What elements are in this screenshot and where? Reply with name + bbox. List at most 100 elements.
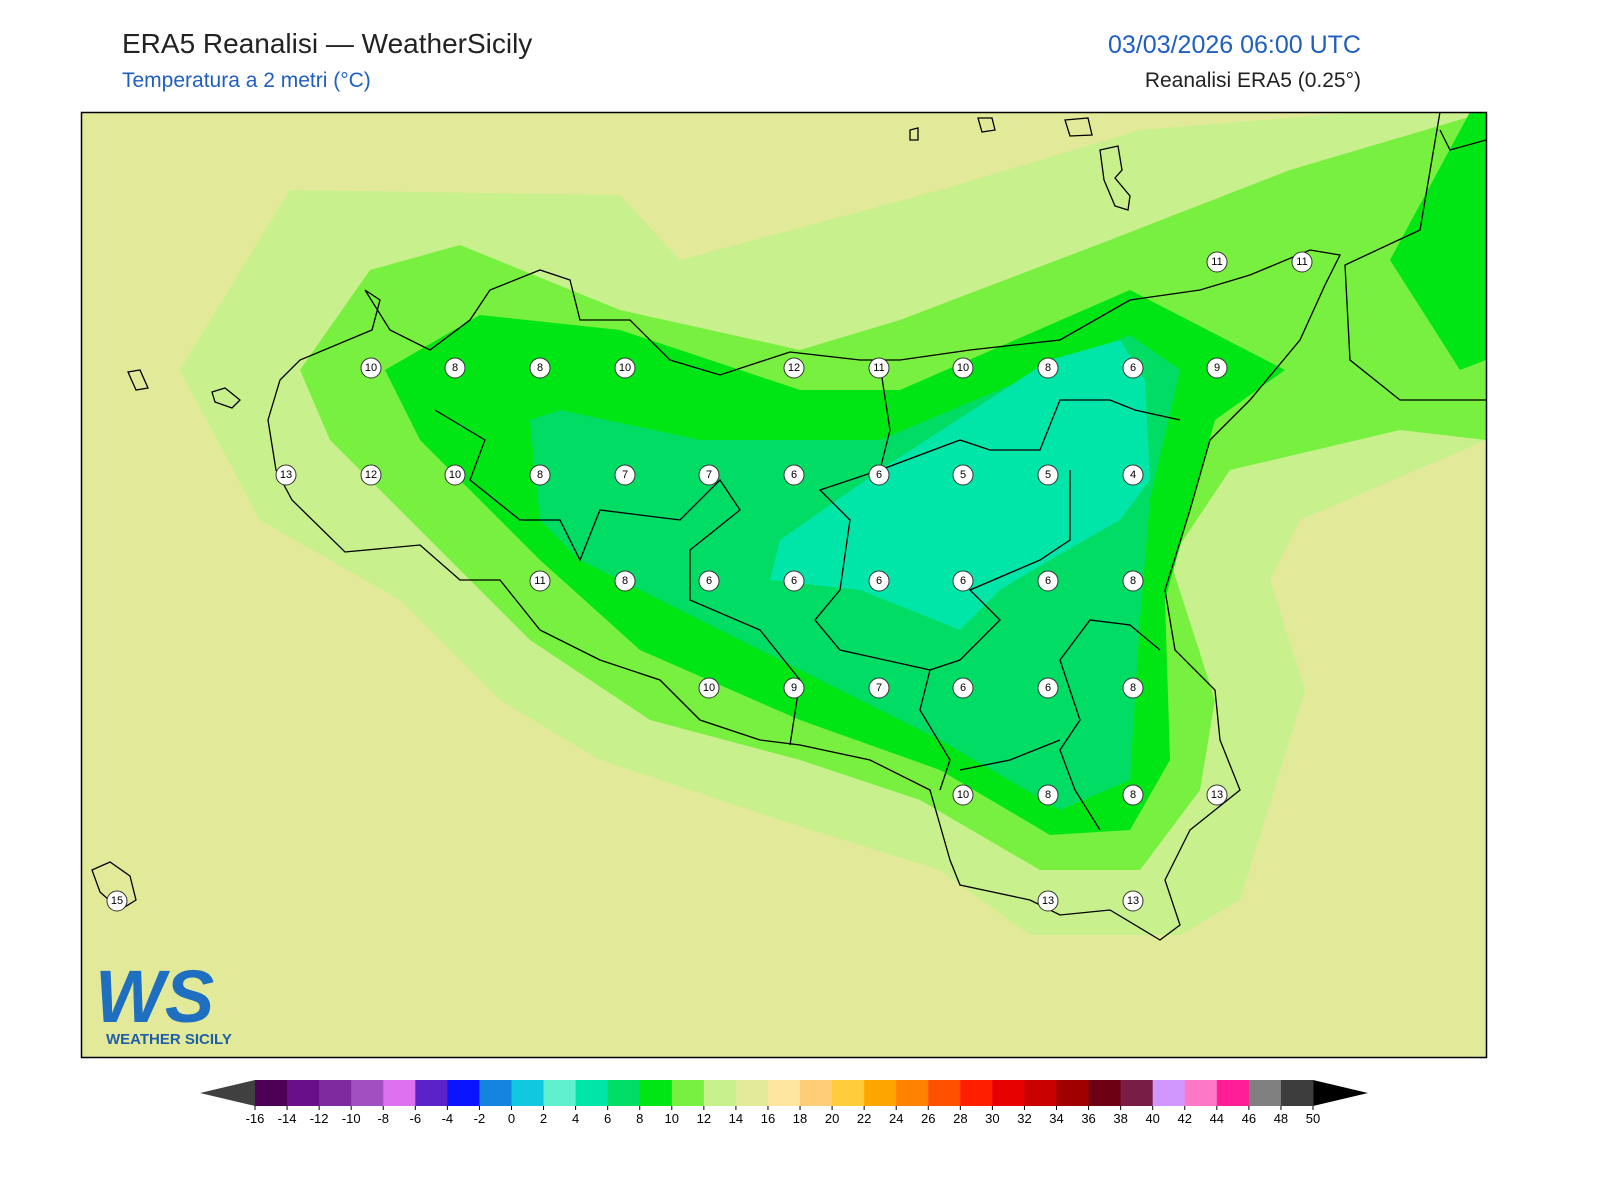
station-value: 5 <box>960 469 966 481</box>
coastline <box>91 861 137 911</box>
boundary <box>434 409 801 746</box>
station: 10 <box>360 357 382 379</box>
colorbar-tick-label: 14 <box>729 1111 743 1126</box>
station-value: 13 <box>280 469 292 481</box>
station-marker <box>1206 784 1228 806</box>
station-value: 6 <box>876 469 882 481</box>
colorbar-tick-label: 40 <box>1145 1111 1159 1126</box>
colorbar-bin <box>543 1080 577 1106</box>
station-value: 8 <box>537 362 543 374</box>
station-value: 11 <box>1296 256 1307 268</box>
colorbar-bin <box>639 1080 673 1106</box>
colorbar-tick-label: 0 <box>508 1111 515 1126</box>
station-value: 13 <box>1211 789 1223 801</box>
boundary <box>1059 619 1161 661</box>
station-marker <box>1037 570 1059 592</box>
station: 13 <box>1122 890 1144 912</box>
coastline <box>909 127 919 141</box>
station: 6 <box>952 677 974 699</box>
station-marker <box>360 357 382 379</box>
station-value: 7 <box>706 469 712 481</box>
colorbar-tick-label: 4 <box>572 1111 579 1126</box>
station-marker <box>868 357 890 379</box>
station: 6 <box>783 464 805 486</box>
boundary <box>814 364 951 791</box>
station: 6 <box>783 570 805 592</box>
colorbar-bin <box>960 1080 993 1106</box>
station-marker <box>106 890 128 912</box>
colorbar-bin <box>383 1080 416 1106</box>
station-marker <box>444 464 466 486</box>
coastline <box>1064 117 1093 137</box>
station: 6 <box>698 570 720 592</box>
station-value: 6 <box>960 682 966 694</box>
station-value: 10 <box>703 682 715 694</box>
station-value: 8 <box>1130 575 1136 587</box>
colorbar-tick-label: 12 <box>697 1111 711 1126</box>
station-value: 10 <box>365 362 377 374</box>
colorbar-bin <box>319 1080 352 1106</box>
station: 6 <box>952 570 974 592</box>
colorbar-bin <box>1056 1080 1090 1106</box>
station-marker <box>783 677 805 699</box>
station-value: 13 <box>1042 895 1054 907</box>
station: 10 <box>444 464 466 486</box>
colorbar-tick-label: 48 <box>1274 1111 1288 1126</box>
station: 8 <box>529 357 551 379</box>
station: 9 <box>783 677 805 699</box>
station-value: 11 <box>534 575 545 587</box>
station-marker <box>1206 357 1228 379</box>
colorbar-tick-label: 38 <box>1113 1111 1127 1126</box>
colorbar-bin <box>1120 1080 1154 1106</box>
station: 8 <box>1122 570 1144 592</box>
station-value: 4 <box>1130 469 1136 481</box>
station-marker <box>783 570 805 592</box>
station-marker <box>529 464 551 486</box>
coastline <box>1099 145 1131 211</box>
colorbar-bin <box>928 1080 961 1106</box>
station-marker <box>952 570 974 592</box>
station-value: 6 <box>706 575 712 587</box>
station: 4 <box>1122 464 1144 486</box>
colorbar-under <box>200 1080 255 1106</box>
station-marker <box>783 357 805 379</box>
colorbar-tick-label: -4 <box>442 1111 454 1126</box>
colorbar-tick-label: 50 <box>1306 1111 1320 1126</box>
station-marker <box>1037 784 1059 806</box>
colorbar: -16 -14 -12 -10 -8 -6 -4 -2 0 2 4 6 8 10 12 14 16 18 20 22 2… <box>200 1080 1368 1126</box>
station: 6 <box>1122 357 1144 379</box>
colorbar-tick-label: -2 <box>474 1111 486 1126</box>
colorbar-tick-label: 44 <box>1210 1111 1224 1126</box>
logo-text: WEATHER SICILY <box>106 1031 232 1048</box>
station-marker <box>1291 251 1313 273</box>
colorbar-tick-label: -14 <box>278 1111 297 1126</box>
station-value: 8 <box>1045 362 1051 374</box>
colorbar-bin <box>1184 1080 1218 1106</box>
colorbar-tick-label: 6 <box>604 1111 611 1126</box>
station-value: 10 <box>619 362 631 374</box>
map: 11 11 10 8 8 10 12 11 10 8 6 9 13 12 10 8 7 7 6 6 5 5 4 11 8 6 6 6 6… <box>82 113 1486 1057</box>
station-value: 8 <box>452 362 458 374</box>
colorbar-tick-label: 8 <box>636 1111 643 1126</box>
station-value: 8 <box>622 575 628 587</box>
station-marker <box>868 464 890 486</box>
station-value: 6 <box>791 575 797 587</box>
station-value: 7 <box>622 469 628 481</box>
colorbar-bin <box>1152 1080 1186 1106</box>
map-frame <box>80 111 1488 1059</box>
colorbar-tick-label: -10 <box>342 1111 361 1126</box>
station: 7 <box>698 464 720 486</box>
station-marker <box>529 357 551 379</box>
station-value: 8 <box>537 469 543 481</box>
station-marker <box>868 677 890 699</box>
colorbar-bin <box>800 1080 833 1106</box>
station-marker <box>1037 357 1059 379</box>
station-marker <box>529 570 551 592</box>
station-marker <box>698 464 720 486</box>
station: 13 <box>1206 784 1228 806</box>
station: 6 <box>1037 570 1059 592</box>
colorbar-bin <box>1280 1080 1314 1106</box>
station-value: 6 <box>1130 362 1136 374</box>
station-value: 9 <box>791 682 797 694</box>
station: 15 <box>106 890 128 912</box>
